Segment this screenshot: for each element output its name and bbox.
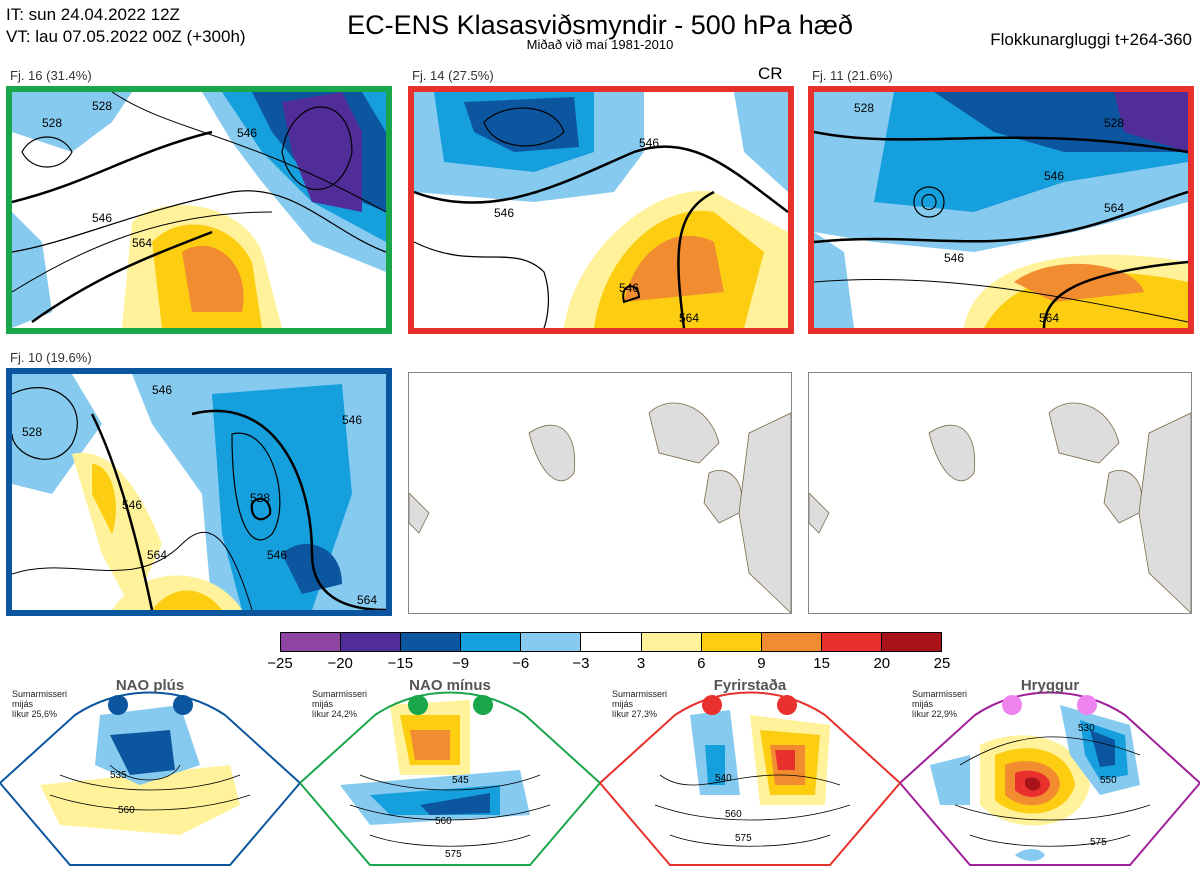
cluster-4-contour-label: 546 — [122, 498, 142, 512]
colorbar-swatch — [581, 633, 642, 651]
cluster-2-contour-label: 546 — [619, 281, 639, 295]
colorbar-swatch — [341, 633, 402, 651]
colorbar-swatch — [281, 633, 342, 651]
empty-map-panel — [408, 372, 792, 614]
regime-name: Fyrirstaða — [713, 677, 787, 694]
colorbar-tick-label: 3 — [636, 655, 646, 672]
colorbar-swatch — [701, 633, 762, 651]
colorbar-swatch — [761, 633, 822, 651]
cluster-2-badge: CR — [758, 64, 783, 83]
regime-contour-label: 575 — [1090, 837, 1107, 848]
regime-ridge: 530 550 575 Hryggur Sumarmisseri mijás lík… — [898, 675, 1200, 871]
colorbar-swatch — [461, 633, 522, 651]
regime-name: Hryggur — [1020, 677, 1080, 694]
cluster-4-contour-label: 546 — [267, 548, 287, 562]
regime-info: Sumarmisseri mijás líkur 25,6% — [12, 689, 68, 719]
regime-blocking: 540 560 575 Fyrirstaða Sumarmisseri mijás… — [598, 675, 902, 871]
regime-contour-label: 530 — [1078, 723, 1095, 734]
cluster-3-contour-label: 528 — [1104, 116, 1124, 130]
regime-name: NAO plús — [115, 677, 185, 694]
cluster-1-label: Fj. 16 (31.4%) — [10, 68, 92, 83]
regime-contour-label: 560 — [725, 809, 742, 820]
cluster-1-contour-label: 528 — [42, 116, 62, 130]
cluster-4-contour-label: 546 — [342, 413, 362, 427]
regime-info: Sumarmisseri mijás líkur 22,9% — [912, 689, 968, 719]
cluster-2-map: 546 546 546 564 — [408, 86, 794, 334]
header-title-block: EC-ENS Klasasviðsmyndir - 500 hPa hæð Mi… — [0, 10, 1200, 51]
cluster-3-contour-label: 528 — [854, 101, 874, 115]
cluster-2-contour-label: 564 — [679, 311, 699, 325]
empty-map-panel — [808, 372, 1192, 614]
colorbar-tick-label: 20 — [873, 655, 891, 672]
regime-contour-label: 535 — [110, 770, 127, 781]
cluster-4-map: 528 546 528 546 546 546 564 564 — [6, 368, 392, 616]
cluster-1-contour-label: 564 — [132, 236, 152, 250]
cluster-2-contour-label: 546 — [639, 136, 659, 150]
anomaly-colorbar — [280, 632, 942, 652]
cluster-4-contour-label: 528 — [250, 491, 270, 505]
classification-window: Flokkunargluggi t+264-360 — [990, 30, 1192, 49]
regime-nao-minus: 545 560 575 NAO mínus Sumarmisseri mijás l… — [298, 675, 602, 871]
regime-contour-label: 550 — [1100, 775, 1117, 786]
cluster-3-contour-label: 546 — [1044, 169, 1064, 183]
cluster-2-label: Fj. 14 (27.5%) — [412, 68, 494, 83]
colorbar-tick-label: 9 — [757, 655, 766, 672]
cluster-3-label: Fj. 11 (21.6%) — [812, 68, 893, 83]
regime-nao-plus: 535 560 NAO plús Sumarmisseri mijás líkur … — [0, 675, 302, 871]
colorbar-swatch — [521, 633, 582, 651]
cluster-1-contour-label: 546 — [92, 211, 112, 225]
colorbar-tick-label: −6 — [512, 655, 530, 672]
regime-contour-label: 540 — [715, 773, 732, 784]
colorbar-swatch — [821, 633, 882, 651]
cluster-4-contour-label: 564 — [147, 548, 167, 562]
regime-contour-label: 545 — [452, 775, 469, 786]
colorbar-swatch — [641, 633, 702, 651]
page-subtitle: Miðað við maí 1981-2010 — [526, 37, 674, 52]
init-time: IT: sun 24.04.2022 12Z — [6, 5, 180, 24]
page-title: EC-ENS Klasasviðsmyndir - 500 hPa hæð — [347, 10, 853, 40]
cluster-3-map: 528 528 546 546 564 564 — [808, 86, 1194, 334]
colorbar-tick-label: 15 — [813, 655, 830, 672]
cluster-4-contour-label: 564 — [357, 593, 377, 607]
regime-info: Sumarmisseri mijás líkur 24,2% — [312, 689, 368, 719]
cluster-4-contour-label: 528 — [22, 425, 42, 439]
header-info: IT: sun 24.04.2022 12Z VT: lau 07.05.202… — [6, 4, 246, 48]
cluster-3-contour-label: 546 — [944, 251, 964, 265]
colorbar-tick-label: −9 — [451, 655, 470, 672]
valid-time: VT: lau 07.05.2022 00Z (+300h) — [6, 27, 246, 46]
cluster-1-contour-label: 546 — [237, 126, 257, 140]
colorbar-swatch — [401, 633, 462, 651]
colorbar-swatch — [881, 633, 942, 651]
colorbar-tick-label: −20 — [327, 655, 353, 672]
regime-contour-label: 560 — [118, 805, 135, 816]
regime-info: Sumarmisseri mijás líkur 27,3% — [612, 689, 668, 719]
cluster-4-contour-label: 546 — [152, 383, 172, 397]
colorbar-tick-label: −25 — [267, 655, 293, 672]
colorbar-tick-label: −3 — [572, 655, 590, 672]
cluster-4-label: Fj. 10 (19.6%) — [10, 350, 92, 365]
cluster-2-contour-label: 546 — [494, 206, 514, 220]
regime-contour-label: 575 — [445, 849, 462, 860]
cluster-1-map: 528 528 546 546 564 — [6, 86, 392, 334]
regime-contour-label: 560 — [435, 816, 452, 827]
regime-name: NAO mínus — [409, 677, 491, 694]
cluster-3-contour-label: 564 — [1104, 201, 1124, 215]
regime-contour-label: 575 — [735, 833, 752, 844]
cluster-3-contour-label: 564 — [1039, 311, 1059, 325]
colorbar-tick-label: 6 — [697, 655, 706, 672]
cluster-1-contour-label: 528 — [92, 99, 112, 113]
colorbar-tick-label: 25 — [933, 655, 951, 672]
colorbar-tick-label: −15 — [387, 655, 414, 672]
